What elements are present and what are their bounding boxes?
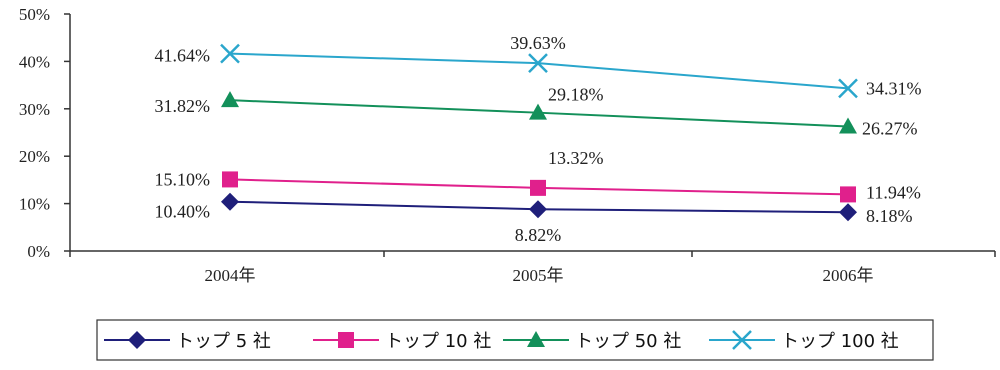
x-tick-label: 2004年: [205, 266, 256, 285]
data-label: 15.10%: [155, 169, 211, 189]
series-line: [229, 52, 849, 90]
legend-entry: トップ 50 社: [503, 331, 681, 352]
data-label: 34.31%: [866, 78, 922, 98]
axes: 0% 10% 20% 30% 40% 50% 2004年 2005年 2006年: [19, 5, 996, 285]
data-label: 8.18%: [866, 206, 913, 226]
x-tick-label: 2005年: [513, 266, 564, 285]
data-label: 29.18%: [548, 85, 604, 105]
x-tick-label: 2006年: [823, 266, 874, 285]
y-tick-label: 50%: [19, 5, 50, 24]
data-point: [529, 200, 547, 219]
legend-entry: トップ 5 社: [104, 331, 271, 352]
y-tick-label: 20%: [19, 147, 50, 166]
data-point: [839, 203, 857, 222]
data-label: 26.27%: [862, 118, 918, 138]
data-point: [529, 103, 547, 120]
legend-label: トップ 5 社: [176, 331, 271, 352]
data-label: 41.64%: [155, 46, 211, 66]
legend-entry: トップ 10 社: [313, 331, 491, 352]
data-label: 10.40%: [155, 202, 211, 222]
data-point: [840, 186, 856, 203]
data-point: [220, 43, 240, 64]
series-layer: [220, 43, 858, 222]
legend-marker: [128, 331, 146, 349]
y-tick-label: 0%: [27, 242, 50, 261]
data-point: [222, 171, 238, 188]
data-point: [221, 91, 239, 108]
data-point: [530, 179, 546, 196]
data-point: [528, 53, 548, 74]
data-label: 13.32%: [548, 148, 604, 168]
y-tick-label: 30%: [19, 100, 50, 119]
data-point: [839, 117, 857, 134]
legend-entry: トップ 100 社: [709, 330, 899, 352]
legend-marker: [527, 331, 545, 347]
legend-marker: [338, 332, 354, 348]
data-point: [838, 78, 858, 99]
data-point: [221, 192, 239, 211]
legend-label: トップ 100 社: [781, 331, 899, 352]
legend-label: トップ 10 社: [385, 331, 491, 352]
data-label: 8.82%: [515, 225, 562, 245]
legend: トップ 5 社 トップ 10 社 トップ 50 社 トップ 100 社: [96, 319, 934, 361]
data-label: 31.82%: [155, 96, 211, 116]
legend-marker: [732, 330, 752, 350]
data-label: 11.94%: [866, 182, 921, 202]
legend-label: トップ 50 社: [575, 331, 681, 352]
y-tick-label: 10%: [19, 195, 50, 214]
y-tick-label: 40%: [19, 52, 50, 71]
data-labels: 10.40% 8.82% 8.18% 15.10% 13.32% 11.94% 31.82%…: [155, 33, 922, 245]
data-label: 39.63%: [510, 33, 566, 53]
